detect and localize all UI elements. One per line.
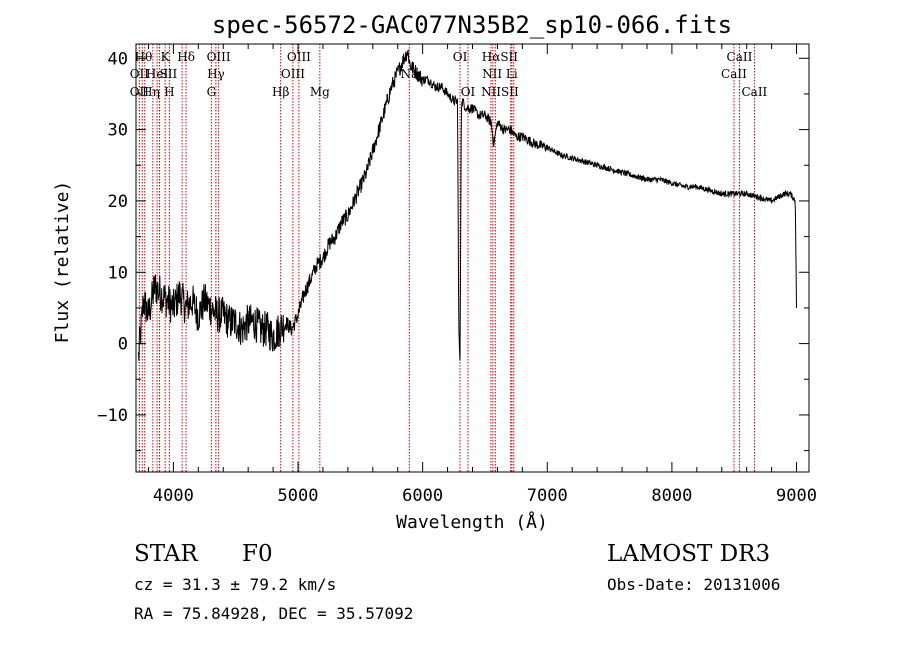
y-tick-label: −10 [97,406,128,426]
line-label: OI [461,85,476,99]
line-label: NIISII [481,85,519,99]
line-label: HeI [146,67,169,81]
line-label: OI [453,50,468,64]
line-label: OIII [207,50,231,64]
line-label: OIII [281,67,305,81]
x-tick-label: 5000 [278,486,319,506]
line-label: HαSII [482,50,519,64]
line-label: OII [130,67,150,81]
line-label: CaII [741,85,767,99]
coordinates-text: RA = 75.84928, DEC = 35.57092 [134,604,413,623]
line-label: OIII [287,50,311,64]
line-label: OII [130,85,150,99]
y-tick-label: 20 [108,192,128,212]
survey-label: LAMOST DR3 [607,541,770,567]
object-subclass: F0 [242,541,273,567]
x-axis-label: Wavelength (Å) [396,511,548,533]
x-tick-label: 4000 [153,486,194,506]
x-tick-label: 6000 [402,486,443,506]
x-axis-ticks: 4000 5000 6000 7000 8000 9000 [147,44,817,506]
line-label: NII Li [482,67,518,81]
redshift-text: cz = 31.3 ± 79.2 km/s [134,575,336,594]
spectrum-line [138,48,797,361]
line-label: SII [160,67,178,81]
obs-date-text: Obs-Date: 20131006 [607,575,780,594]
line-label: Hη [142,85,160,99]
line-label: Hγ [207,67,225,81]
line-label: Mg [310,85,330,99]
line-label: Hδ [177,50,195,64]
object-class: STAR [134,541,198,567]
x-tick-label: 8000 [651,486,692,506]
line-label: CaII [721,67,747,81]
line-label: H [164,85,174,99]
y-tick-label: 0 [118,335,128,355]
line-label: Hθ [135,50,153,64]
chart-title: spec-56572-GAC077N35B2_sp10-066.fits [212,11,732,39]
y-tick-label: 40 [108,49,128,69]
y-tick-label: 30 [108,121,128,141]
y-axis-ticks: −10 0 10 20 30 40 [97,49,809,452]
line-label: K [161,50,171,64]
line-label: Hβ [272,85,289,99]
x-tick-label: 7000 [527,486,568,506]
y-axis-label: Flux (relative) [52,181,73,344]
y-tick-label: 10 [108,263,128,283]
x-tick-label: 9000 [776,486,817,506]
line-label: CaII [727,50,753,64]
line-label: G [207,85,217,99]
